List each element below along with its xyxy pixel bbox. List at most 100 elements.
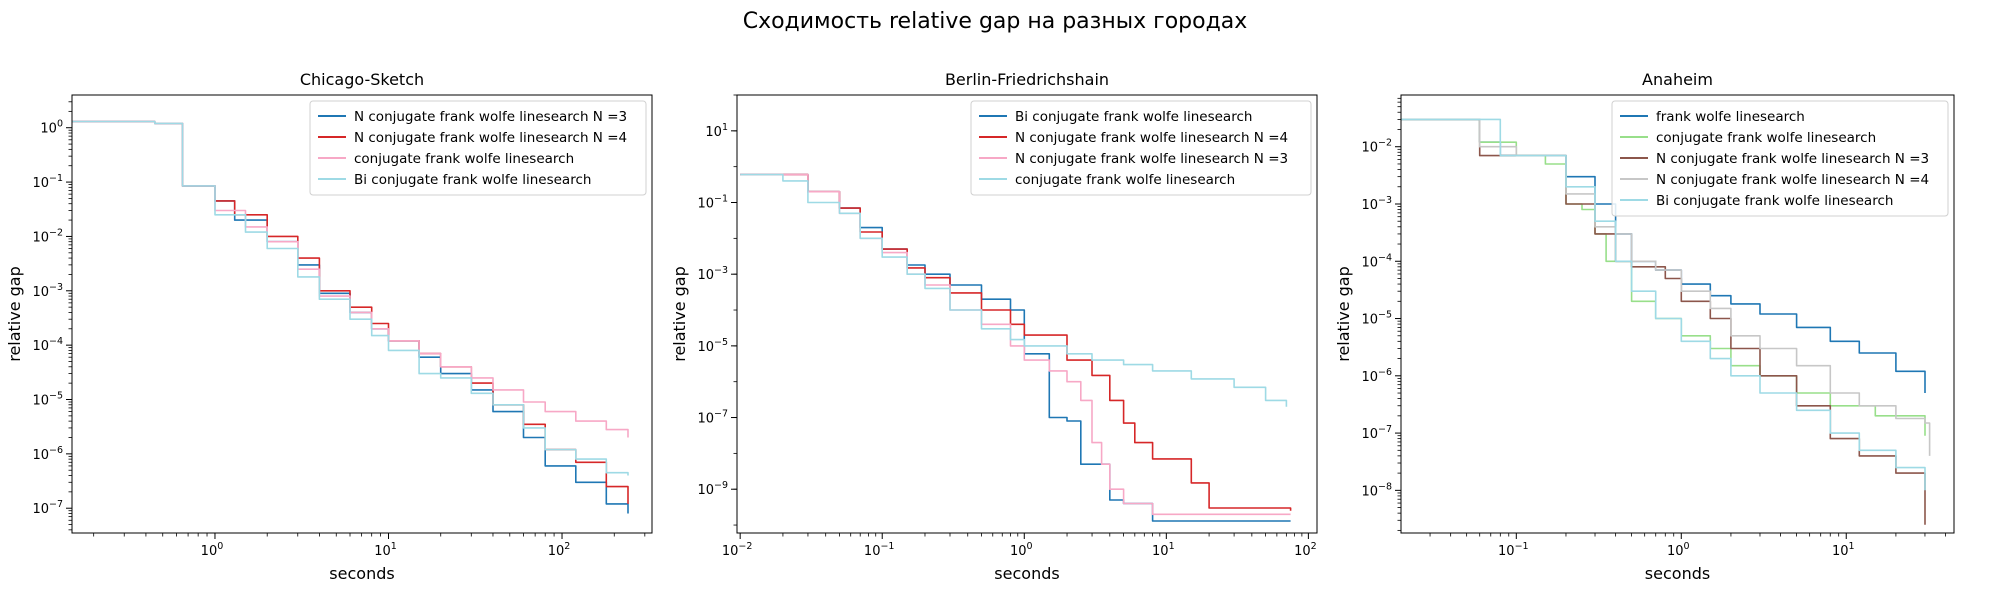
subplot-title: Berlin-Friedrichshain xyxy=(945,70,1109,89)
legend-label-0: frank wolfe linesearch xyxy=(1656,109,1805,125)
y-tick-label: 10−7 xyxy=(1361,424,1392,442)
y-tick-exponent: 1 xyxy=(722,122,728,133)
x-tick-label: 10−2 xyxy=(722,541,753,559)
legend-label-2: conjugate frank wolfe linesearch xyxy=(354,151,574,167)
x-tick-exponent: 1 xyxy=(1169,541,1175,552)
x-tick-exponent: −1 xyxy=(880,541,894,552)
y-tick-label: 10−5 xyxy=(32,391,63,409)
y-tick-exponent: −2 xyxy=(49,227,63,238)
y-tick-label: 10−3 xyxy=(32,282,63,300)
y-tick-exponent: −7 xyxy=(49,499,63,510)
series-line-2 xyxy=(72,120,629,438)
y-tick-exponent: 0 xyxy=(57,119,63,130)
y-tick-exponent: −4 xyxy=(49,336,63,347)
minor-ticks xyxy=(68,101,646,537)
y-tick-base: 10 xyxy=(1361,484,1378,499)
y-tick-base: 10 xyxy=(32,285,49,300)
axes-frame xyxy=(736,94,1318,534)
subplot-title: Anaheim xyxy=(1642,70,1713,89)
legend: N conjugate frank wolfe linesearch N =3 N… xyxy=(309,100,647,196)
x-tick-label: 101 xyxy=(1152,541,1175,559)
y-tick-label: 10−5 xyxy=(697,337,728,355)
x-tick-base: 10 xyxy=(722,544,739,559)
x-axis-label: seconds xyxy=(1645,564,1710,583)
legend-label-2: N conjugate frank wolfe linesearch N =3 xyxy=(1015,151,1288,167)
x-tick-base: 10 xyxy=(864,544,881,559)
x-tick-exponent: 0 xyxy=(1684,541,1690,552)
y-tick-base: 10 xyxy=(1361,255,1378,270)
y-tick-label: 10−1 xyxy=(697,194,728,212)
y-tick-base: 10 xyxy=(1361,198,1378,213)
x-tick-exponent: −1 xyxy=(1515,541,1529,552)
y-tick-base: 10 xyxy=(705,125,722,140)
y-tick-base: 10 xyxy=(32,448,49,463)
x-tick-base: 10 xyxy=(1832,544,1849,559)
y-tick-base: 10 xyxy=(1361,141,1378,156)
legend-label-1: N conjugate frank wolfe linesearch N =4 xyxy=(1015,130,1288,146)
y-tick-base: 10 xyxy=(697,412,714,427)
y-tick-base: 10 xyxy=(32,176,49,191)
legend-label-4: Bi conjugate frank wolfe linesearch xyxy=(1656,193,1893,209)
y-tick-base: 10 xyxy=(697,483,714,498)
x-tick-label: 100 xyxy=(1010,541,1033,559)
legend-label-0: Bi conjugate frank wolfe linesearch xyxy=(1015,109,1252,125)
y-tick-exponent: −4 xyxy=(1378,252,1392,263)
x-tick-base: 10 xyxy=(1498,544,1515,559)
axes-frame xyxy=(1400,94,1955,534)
legend: frank wolfe linesearch conjugate frank wo… xyxy=(1611,100,1949,217)
x-axis-label: seconds xyxy=(329,564,394,583)
y-tick-exponent: −8 xyxy=(1378,481,1392,492)
y-tick-base: 10 xyxy=(1361,370,1378,385)
legend-label-3: conjugate frank wolfe linesearch xyxy=(1015,172,1235,188)
x-axis-label: seconds xyxy=(994,564,1059,583)
y-tick-label: 10−5 xyxy=(1361,310,1392,328)
y-tick-label: 10−8 xyxy=(1361,481,1392,499)
y-tick-exponent: −3 xyxy=(1378,195,1392,206)
y-tick-label: 10−1 xyxy=(32,173,63,191)
y-tick-base: 10 xyxy=(32,339,49,354)
legend-label-1: N conjugate frank wolfe linesearch N =4 xyxy=(354,130,627,146)
x-tick-base: 10 xyxy=(1667,544,1684,559)
axes-frame xyxy=(71,94,653,534)
x-tick-exponent: 2 xyxy=(564,541,570,552)
x-tick-base: 10 xyxy=(1010,544,1027,559)
legend-label-3: Bi conjugate frank wolfe linesearch xyxy=(354,172,591,188)
series-line-1 xyxy=(740,173,1292,511)
x-tick-base: 10 xyxy=(1294,544,1311,559)
x-tick-label: 100 xyxy=(201,541,224,559)
y-tick-label: 10−2 xyxy=(1361,138,1392,156)
y-tick-label: 10−9 xyxy=(697,480,728,498)
plot-area xyxy=(740,173,1292,522)
y-tick-label: 10−2 xyxy=(32,227,63,245)
y-tick-exponent: −5 xyxy=(49,391,63,402)
legend-label-2: N conjugate frank wolfe linesearch N =3 xyxy=(1656,151,1929,167)
y-tick-base: 10 xyxy=(697,268,714,283)
y-axis-label: relative gap xyxy=(5,266,24,362)
y-tick-label: 10−3 xyxy=(697,265,728,283)
x-tick-base: 10 xyxy=(1152,544,1169,559)
y-tick-label: 100 xyxy=(40,119,63,137)
y-tick-base: 10 xyxy=(697,197,714,212)
y-axis-label: relative gap xyxy=(1334,266,1353,362)
figure-title: Сходимость relative gap на разных города… xyxy=(743,9,1248,34)
y-tick-base: 10 xyxy=(32,502,49,517)
x-tick-label: 100 xyxy=(1667,541,1690,559)
y-tick-exponent: −9 xyxy=(714,480,728,491)
y-tick-exponent: −3 xyxy=(49,282,63,293)
series-line-4 xyxy=(1401,118,1926,491)
y-tick-base: 10 xyxy=(40,122,57,137)
x-tick-label: 10−1 xyxy=(864,541,895,559)
y-tick-exponent: −3 xyxy=(714,265,728,276)
x-tick-label: 102 xyxy=(1294,541,1317,559)
x-tick-label: 101 xyxy=(1832,541,1855,559)
series-line-3 xyxy=(72,120,629,476)
x-tick-exponent: −2 xyxy=(738,541,752,552)
legend-box xyxy=(309,100,647,196)
legend-label-1: conjugate frank wolfe linesearch xyxy=(1656,130,1876,146)
series-line-3 xyxy=(740,173,1288,407)
x-tick-label: 101 xyxy=(374,541,397,559)
y-tick-exponent: −6 xyxy=(1378,367,1392,378)
